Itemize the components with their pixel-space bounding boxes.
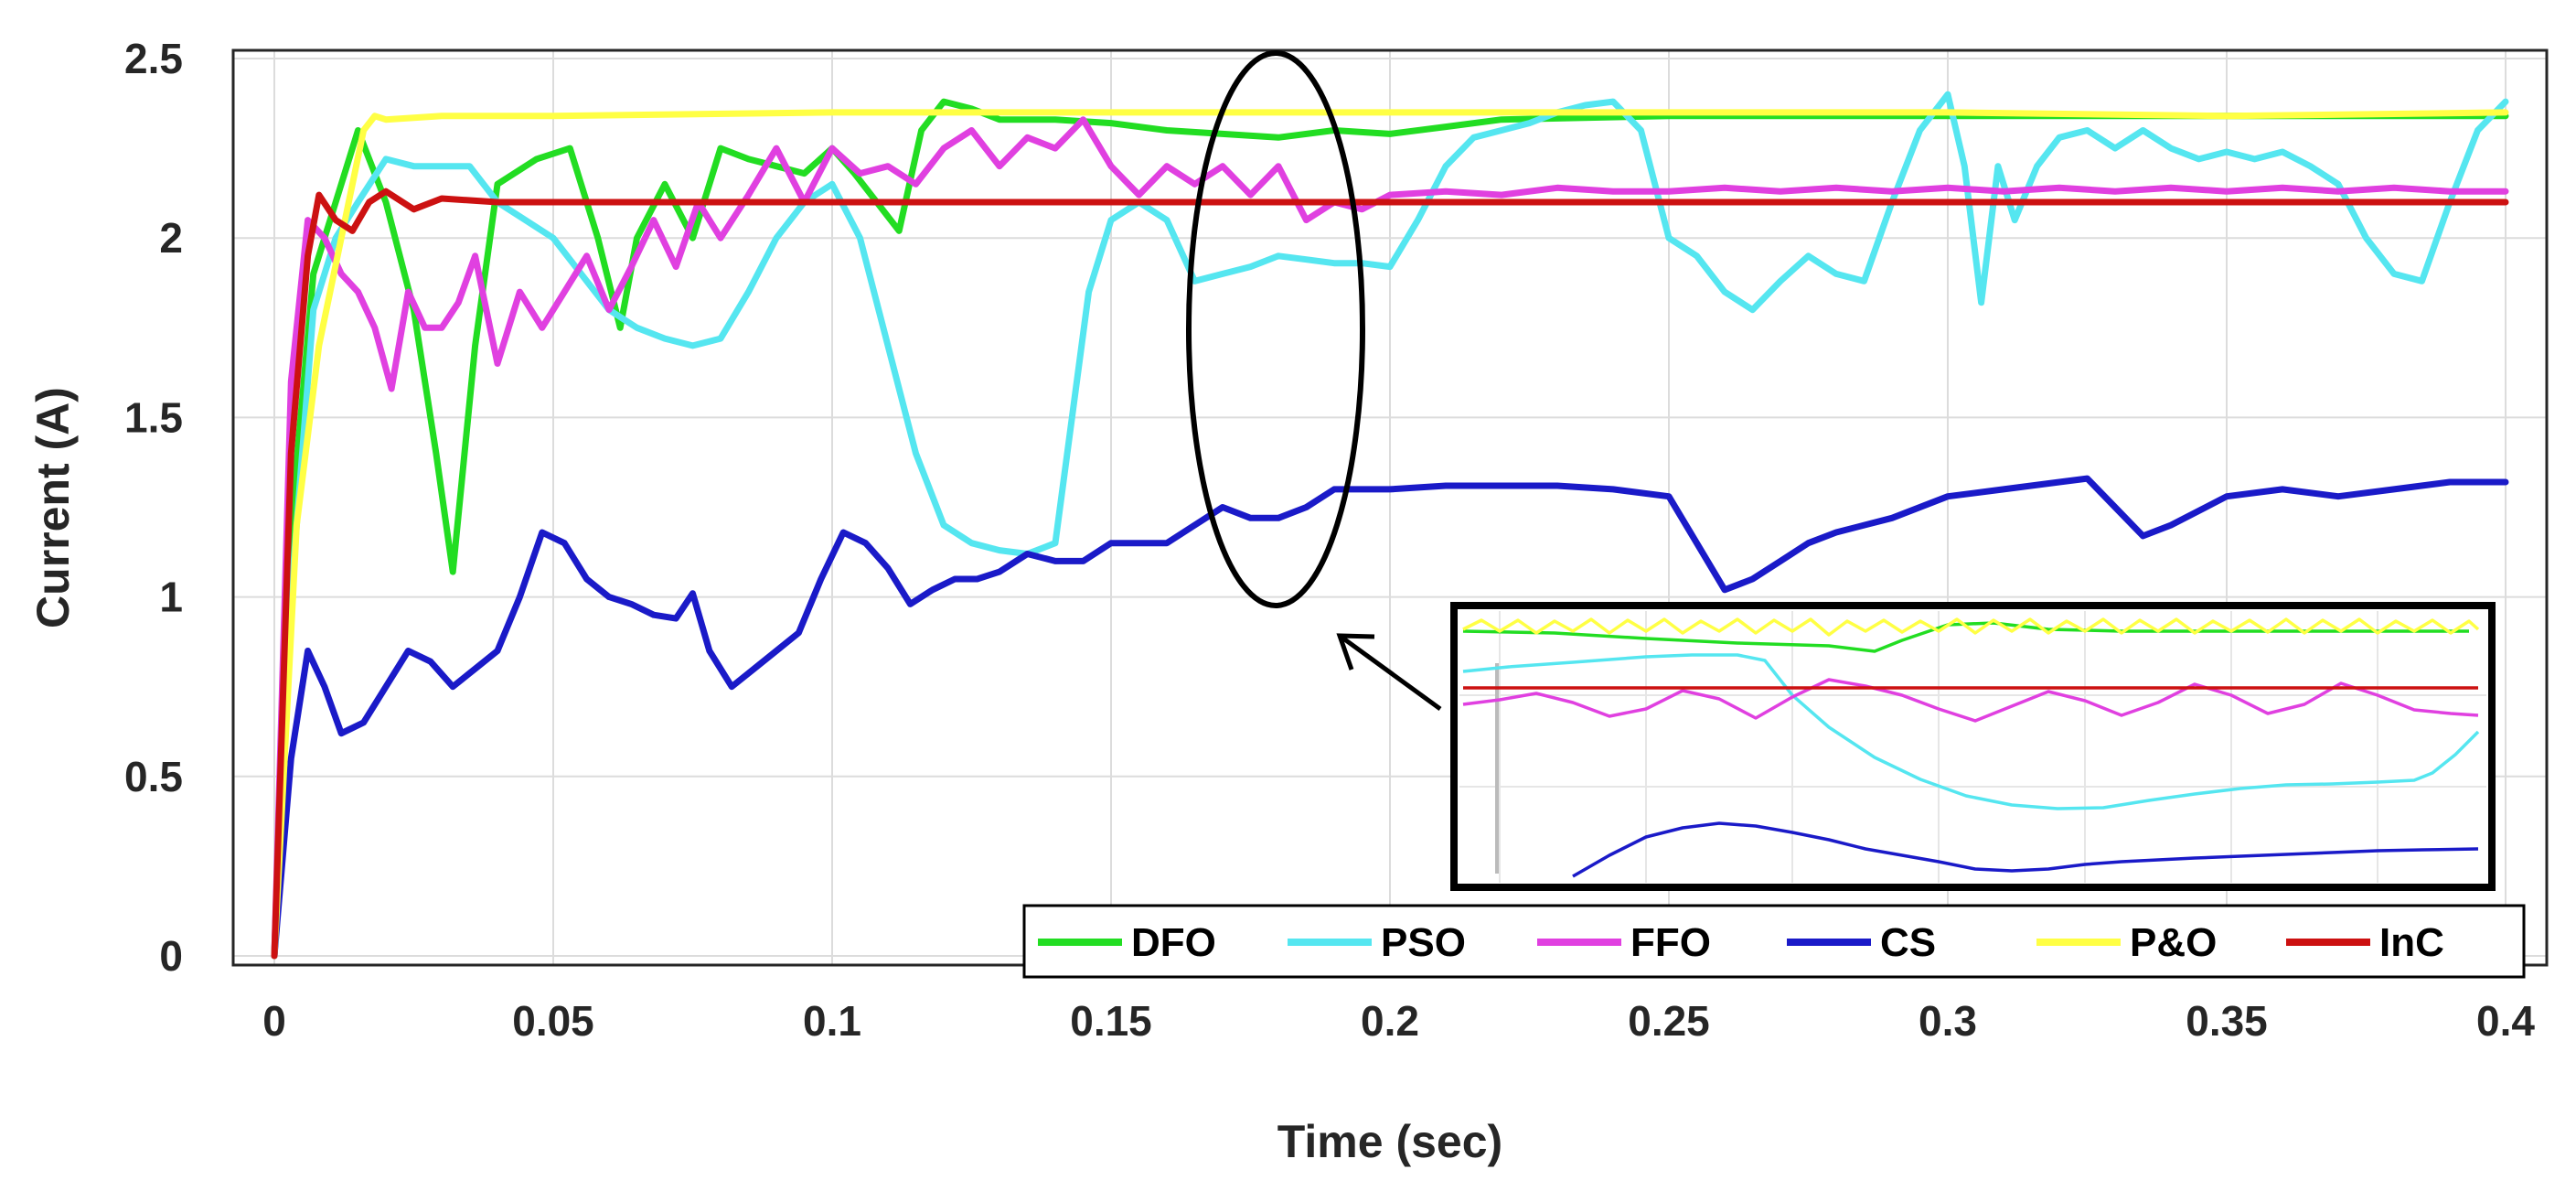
inset-ffo-line bbox=[1462, 678, 2479, 723]
x-tick-label: 0.35 bbox=[2186, 997, 2268, 1045]
tick-labels: 0 0.05 0.1 0.15 0.2 0.25 0.3 0.35 0.4 0 0.5 1 1.5 2 2.… bbox=[124, 35, 2535, 1045]
inset-cs-line bbox=[1572, 821, 2479, 878]
x-tick-label: 0 bbox=[262, 997, 286, 1045]
x-tick-label: 0.4 bbox=[2476, 997, 2535, 1045]
x-tick-label: 0.15 bbox=[1070, 997, 1152, 1045]
zoom-inset bbox=[1450, 602, 2496, 891]
legend-label-dfo: DFO bbox=[1131, 920, 1216, 965]
legend-box bbox=[1022, 904, 2526, 979]
x-tick-label: 0.1 bbox=[803, 997, 861, 1045]
series-lines bbox=[271, 91, 2509, 960]
legend-items: DFO PSO FFO CS P&O InC bbox=[1038, 920, 2444, 965]
legend-label-p-o: P&O bbox=[2130, 920, 2217, 965]
y-tick-label: 1.5 bbox=[124, 393, 183, 441]
zoom-ellipse bbox=[1186, 50, 1365, 608]
inset-po-line bbox=[1462, 617, 2480, 637]
zoom-arrow bbox=[1336, 633, 1442, 712]
y-tick-label: 1 bbox=[159, 574, 183, 621]
legend: DFO PSO FFO CS P&O InC bbox=[1022, 904, 2526, 979]
legend-label-inc: InC bbox=[2379, 920, 2444, 965]
series-cs-line bbox=[271, 475, 2509, 960]
x-tick-label: 0.05 bbox=[512, 997, 594, 1045]
legend-label-pso: PSO bbox=[1381, 920, 1466, 965]
series-p-o-line bbox=[271, 109, 2509, 960]
y-tick-label: 0 bbox=[159, 932, 183, 980]
x-tick-label: 0.2 bbox=[1361, 997, 1419, 1045]
series-ffo-line bbox=[271, 116, 2509, 960]
series-inc-line bbox=[271, 188, 2509, 960]
inset-pso-line bbox=[1462, 653, 2480, 810]
series-pso-line bbox=[271, 91, 2509, 960]
y-tick-label: 2.5 bbox=[124, 35, 183, 82]
x-tick-label: 0.25 bbox=[1628, 997, 1710, 1045]
legend-label-ffo: FFO bbox=[1630, 920, 1711, 965]
x-axis-label: Time (sec) bbox=[1277, 1116, 1502, 1167]
legend-label-cs: CS bbox=[1880, 920, 1936, 965]
y-tick-label: 0.5 bbox=[124, 753, 183, 800]
y-axis-label: Current (A) bbox=[27, 387, 79, 628]
inset-grid bbox=[1459, 611, 2486, 883]
y-tick-label: 2 bbox=[159, 214, 183, 262]
x-tick-label: 0.3 bbox=[1919, 997, 1977, 1045]
